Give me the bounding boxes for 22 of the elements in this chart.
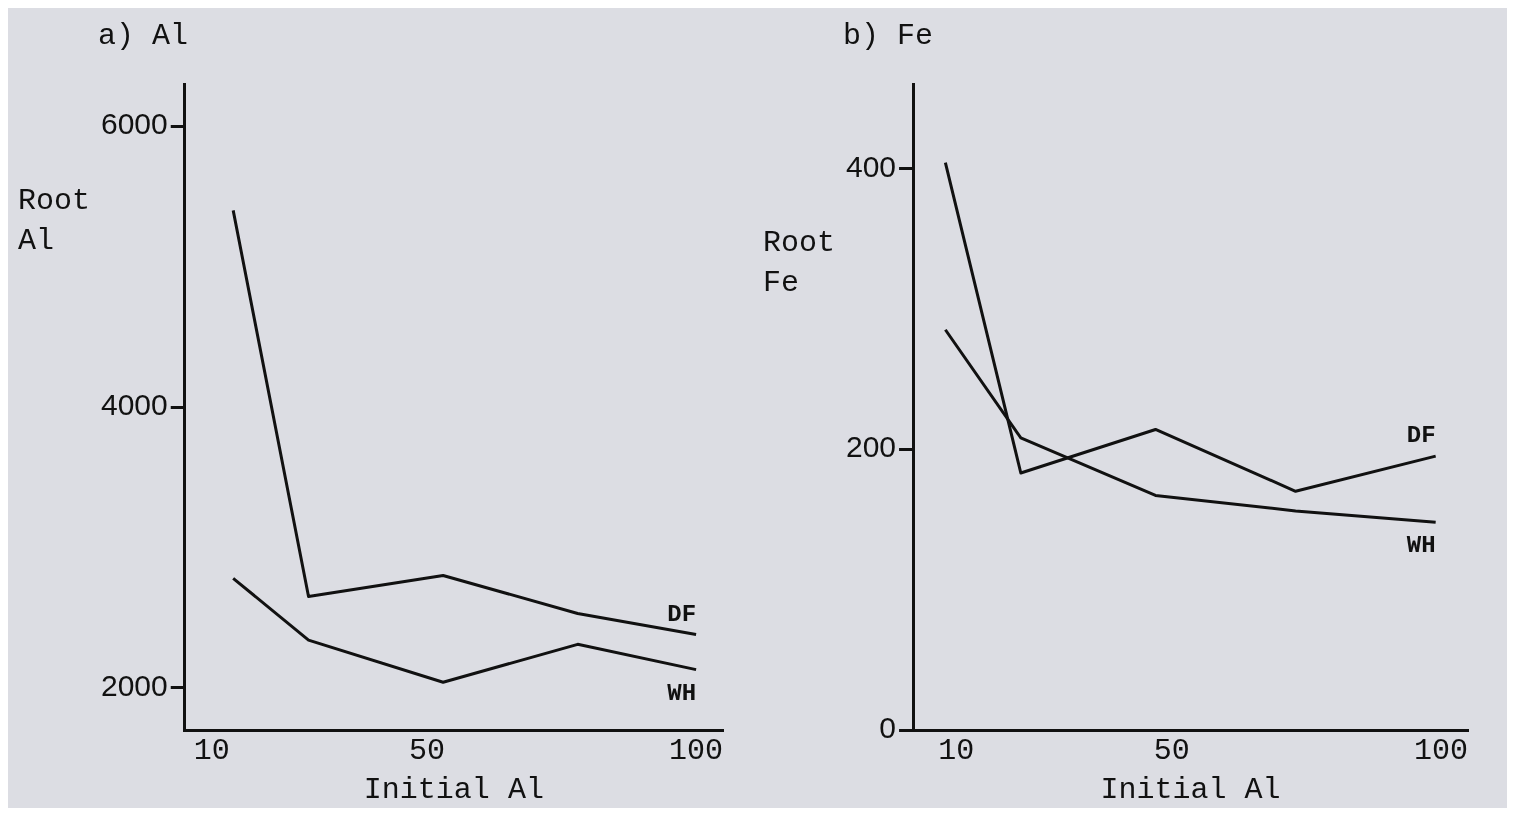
chart-title: b) Fe xyxy=(843,18,934,53)
series-label: DF xyxy=(1406,422,1436,450)
series-label: WH xyxy=(667,679,697,707)
x-axis-title: Initial Al xyxy=(1100,772,1281,807)
y-axis-title: Root Al xyxy=(18,184,91,259)
x-axis-title: Initial Al xyxy=(363,772,544,807)
x-tick-label: 100 xyxy=(669,733,724,768)
series-label: WH xyxy=(1406,532,1436,560)
x-tick-label: 100 xyxy=(1414,733,1469,768)
y-tick-label: 6000 xyxy=(100,107,168,141)
y-tick-label: 4000 xyxy=(100,388,168,422)
x-tick-label: 10 xyxy=(193,733,230,768)
series-label: DF xyxy=(667,600,697,628)
y-tick-label: 0 xyxy=(879,711,897,745)
y-axis-title: Root Fe xyxy=(763,226,836,301)
y-tick-label: 2000 xyxy=(100,669,168,703)
chart-title: a) Al xyxy=(98,18,189,53)
x-tick-label: 10 xyxy=(938,733,975,768)
x-tick-label: 50 xyxy=(408,733,445,768)
x-tick-label: 50 xyxy=(1153,733,1190,768)
y-tick-label: 200 xyxy=(845,430,897,464)
y-tick-label: 400 xyxy=(845,149,897,183)
